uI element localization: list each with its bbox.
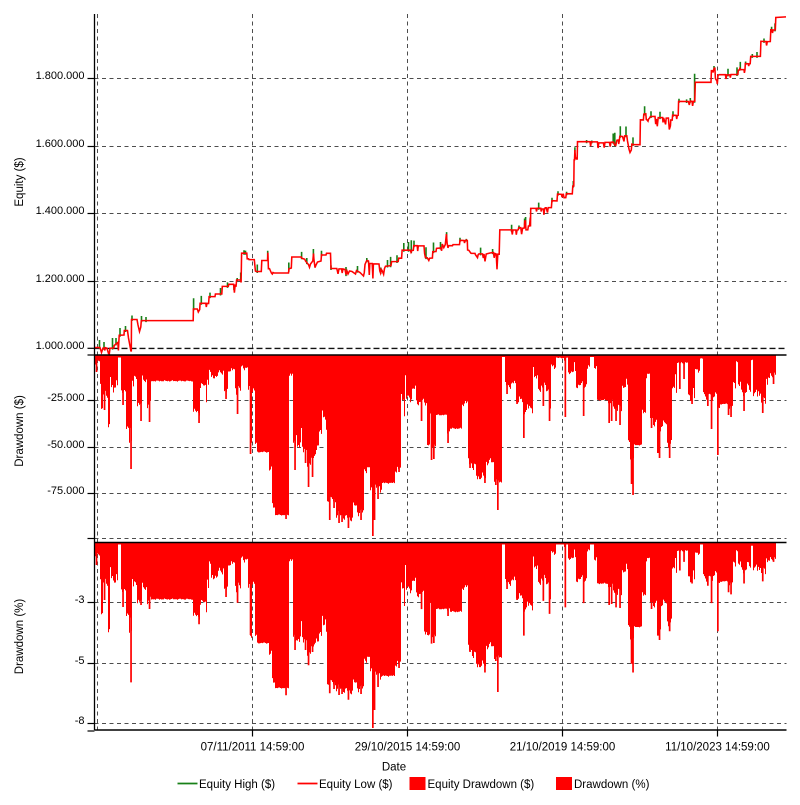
svg-text:Equity High ($): Equity High ($) xyxy=(199,779,275,791)
svg-text:1.600.000: 1.600.000 xyxy=(36,138,85,150)
svg-text:Drawdown (%): Drawdown (%) xyxy=(574,779,650,791)
svg-text:Equity Drawdown ($): Equity Drawdown ($) xyxy=(428,779,535,791)
svg-text:1.200.000: 1.200.000 xyxy=(36,273,85,285)
svg-text:Equity Low ($): Equity Low ($) xyxy=(319,779,393,791)
svg-text:11/10/2023 14:59:00: 11/10/2023 14:59:00 xyxy=(665,742,770,754)
svg-text:29/10/2015 14:59:00: 29/10/2015 14:59:00 xyxy=(355,742,461,754)
svg-text:-25.000: -25.000 xyxy=(47,392,84,404)
svg-text:Equity ($): Equity ($) xyxy=(14,157,26,206)
svg-text:Drawdown ($): Drawdown ($) xyxy=(14,395,26,467)
svg-text:1.400.000: 1.400.000 xyxy=(36,205,85,217)
svg-text:-3: -3 xyxy=(75,594,85,606)
svg-text:-50.000: -50.000 xyxy=(47,439,84,451)
svg-text:Date: Date xyxy=(382,762,406,774)
svg-text:-5: -5 xyxy=(75,655,85,667)
svg-text:-8: -8 xyxy=(75,715,85,727)
svg-text:21/10/2019 14:59:00: 21/10/2019 14:59:00 xyxy=(510,742,616,754)
svg-text:-75.000: -75.000 xyxy=(47,485,84,497)
svg-text:1.000.000: 1.000.000 xyxy=(36,340,85,352)
svg-text:Drawdown (%): Drawdown (%) xyxy=(14,599,26,675)
svg-text:07/11/2011 14:59:00: 07/11/2011 14:59:00 xyxy=(201,742,305,754)
svg-text:1.800.000: 1.800.000 xyxy=(36,70,85,82)
